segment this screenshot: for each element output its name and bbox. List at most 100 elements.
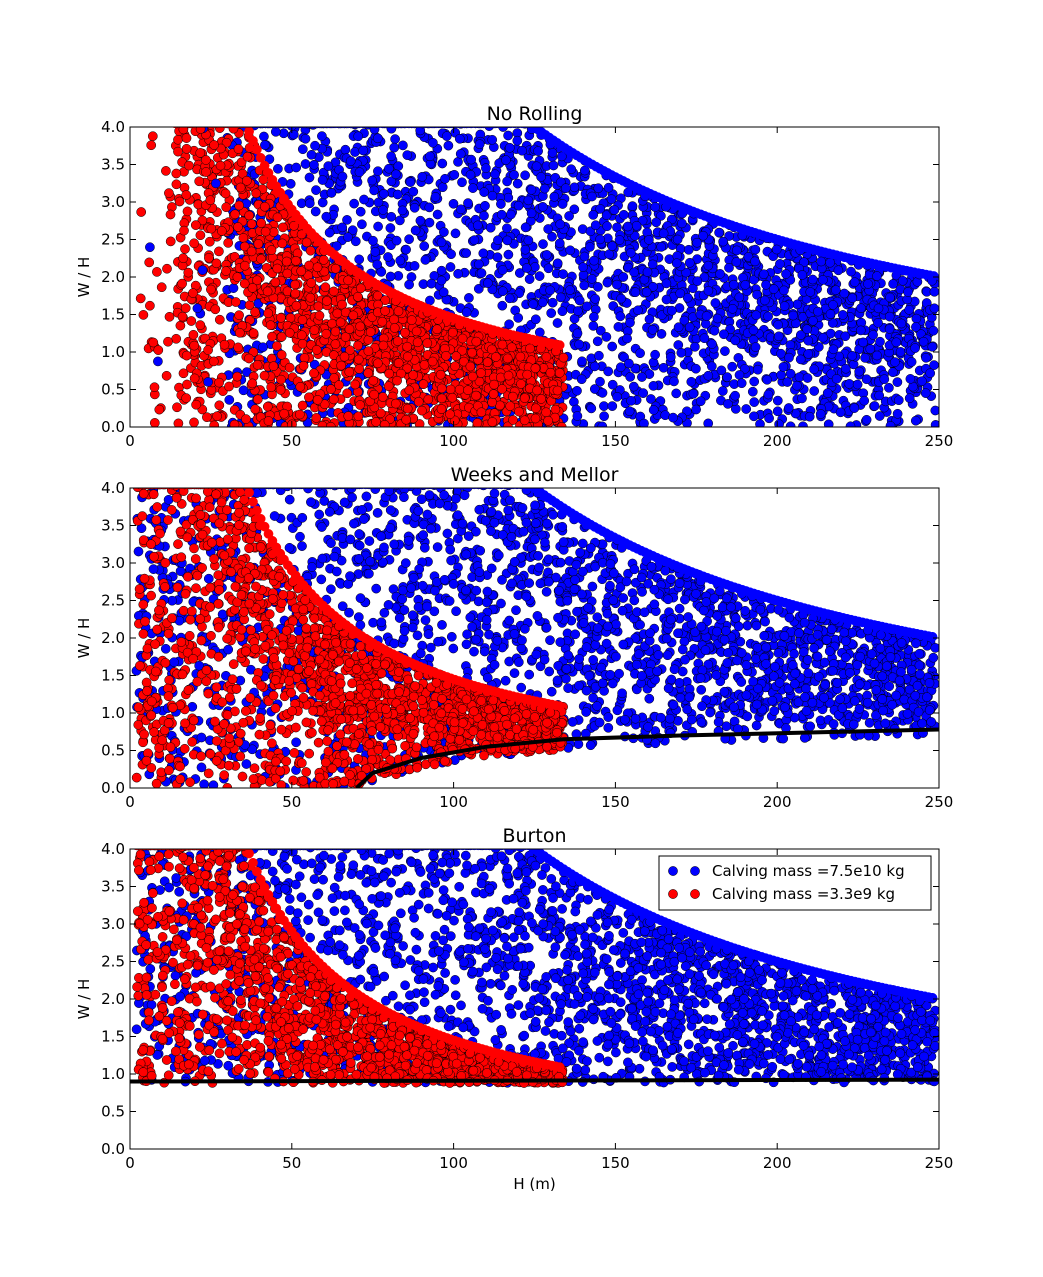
scatter-point [910, 415, 921, 426]
scatter-point [514, 406, 524, 417]
scatter-point [203, 377, 213, 387]
scatter-point [318, 255, 329, 265]
scatter-point [691, 404, 701, 415]
scatter-point [252, 360, 263, 370]
scatter-point [771, 244, 782, 255]
scatter-point [384, 163, 394, 174]
scatter-point [260, 226, 271, 237]
scatter-point [730, 335, 741, 346]
scatter-point [538, 239, 548, 249]
scatter-point [614, 235, 625, 245]
scatter-point [497, 384, 507, 394]
scatter-point [572, 411, 583, 421]
scatter-point [839, 288, 850, 299]
scatter-point [365, 327, 376, 337]
scatter-point [758, 269, 769, 280]
scatter-point [603, 182, 614, 193]
scatter-point [449, 169, 460, 180]
scatter-point [312, 262, 323, 273]
scatter-point [350, 379, 360, 390]
scatter-point [497, 286, 508, 297]
scatter-point [149, 418, 160, 427]
scatter-point [513, 200, 524, 211]
scatter-point [644, 235, 654, 245]
scatter-point [145, 300, 155, 311]
scatter-point [885, 292, 895, 303]
scatter-point [910, 343, 920, 353]
scatter-point [233, 222, 243, 232]
scatter-point [242, 151, 253, 162]
scatter-point [888, 279, 898, 289]
scatter-point [846, 266, 856, 277]
scatter-point [888, 367, 898, 378]
scatter-point [523, 235, 534, 246]
scatter-point [171, 168, 182, 179]
scatter-point [603, 722, 614, 733]
scatter-point [530, 363, 541, 374]
scatter-point [676, 347, 687, 358]
scatter-point [348, 310, 359, 321]
scatter-point [795, 330, 806, 340]
scatter-point [706, 361, 717, 372]
scatter-point [763, 311, 773, 322]
scatter-point [684, 257, 695, 268]
scatter-point [927, 341, 938, 352]
scatter-point [408, 186, 419, 197]
scatter-point [897, 275, 908, 286]
scatter-point [783, 403, 794, 413]
scatter-point [579, 251, 590, 262]
scatter-point [153, 356, 163, 367]
scatter-point [690, 341, 700, 352]
scatter-point [779, 285, 789, 296]
scatter-point [358, 145, 369, 156]
scatter-point [451, 351, 461, 362]
scatter-point [884, 382, 894, 393]
scatter-point [438, 287, 449, 298]
scatter-point [393, 161, 404, 171]
scatter-point [415, 215, 426, 226]
scatter-point [162, 263, 172, 274]
scatter-point [642, 267, 653, 277]
scatter-point [840, 363, 851, 374]
scatter-point [471, 336, 482, 347]
scatter-point [574, 295, 585, 306]
scatter-point [355, 400, 365, 410]
scatter-point [904, 393, 915, 404]
scatter-point [863, 279, 873, 289]
scatter-point [597, 421, 608, 427]
scatter-point [859, 395, 870, 406]
scatter-point [503, 192, 514, 203]
scatter-point [229, 419, 240, 427]
scatter-point [191, 399, 201, 410]
scatter-point [532, 385, 542, 396]
scatter-point [324, 227, 335, 238]
scatter-point [304, 172, 315, 183]
scatter-point [613, 322, 624, 332]
scatter-point [607, 241, 618, 251]
scatter-point [260, 140, 270, 150]
scatter-point [246, 246, 257, 257]
scatter-point [420, 255, 431, 265]
scatter-point [487, 397, 497, 408]
y-tick-label: 3.0 [101, 193, 125, 211]
scatter-point [401, 244, 411, 255]
scatter-point [764, 413, 774, 424]
scatter-point [328, 394, 339, 405]
scatter-point [526, 184, 537, 195]
scatter-point [437, 182, 448, 193]
scatter-point [566, 164, 577, 175]
scatter-point [291, 255, 301, 266]
scatter-point [256, 254, 266, 264]
scatter-point [803, 335, 814, 346]
scatter-point [830, 285, 841, 295]
scatter-point [395, 215, 405, 226]
scatter-point [699, 333, 710, 344]
scatter-point [625, 372, 636, 382]
y-tick-label: 0.0 [101, 418, 125, 436]
scatter-point [890, 357, 900, 367]
scatter-point [354, 364, 365, 374]
scatter-point [163, 336, 173, 347]
scatter-point [259, 370, 270, 381]
scatter-point [339, 351, 350, 362]
scatter-point [355, 321, 366, 332]
